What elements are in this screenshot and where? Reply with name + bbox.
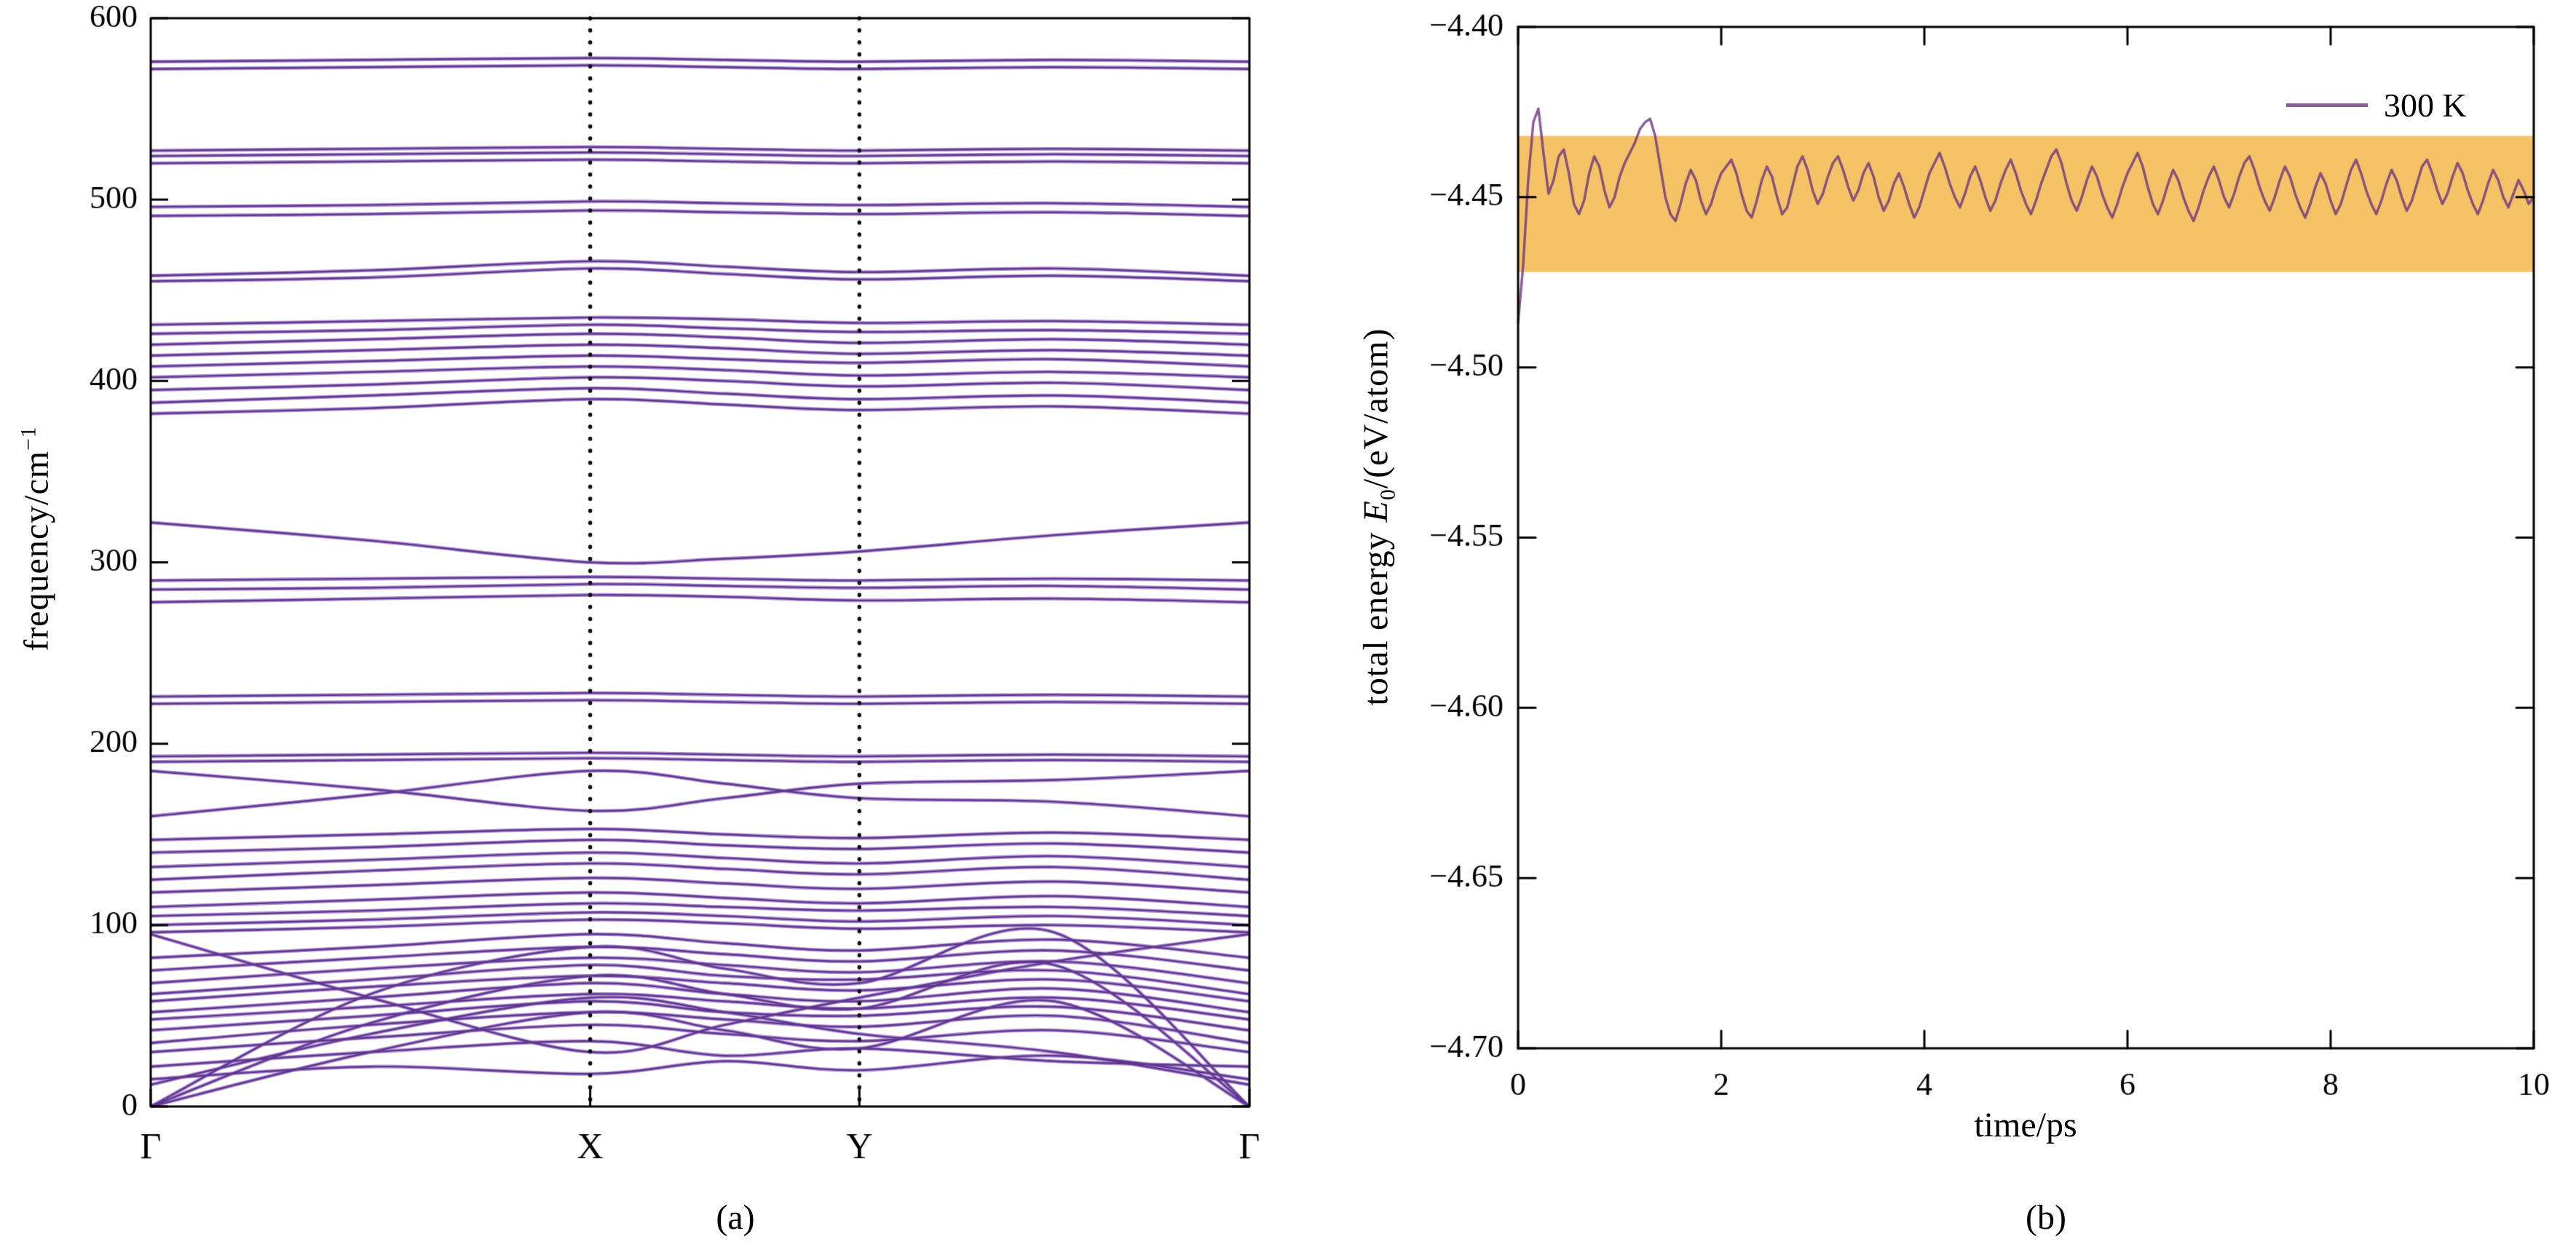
energy-axis-label-suffix: /(eV/atom) [1356,328,1396,489]
energy-symbol-subscript: 0 [1375,488,1400,501]
panel-a-caption: (a) [716,1198,755,1237]
time-axis-label: time/ps [1974,1106,2077,1144]
frequency-axis-label-superscript: −1 [16,426,41,451]
frequency-axis-label: frequency/cm−1 [17,426,57,652]
legend-300k: 300 K [2286,86,2467,124]
legend-label-300k: 300 K [2384,87,2467,124]
energy-axis-label-prefix: total energy [1356,522,1396,706]
panel-b-caption: (b) [2026,1198,2066,1237]
energy-symbol: E [1356,500,1396,523]
legend-line-sample [2286,103,2368,107]
energy-time-canvas [1296,0,2576,1247]
energy-axis-label: total energy E0/(eV/atom) [1356,328,1401,706]
phonon-band-canvas [0,0,1296,1247]
frequency-axis-label-base: frequency/cm [17,450,56,652]
